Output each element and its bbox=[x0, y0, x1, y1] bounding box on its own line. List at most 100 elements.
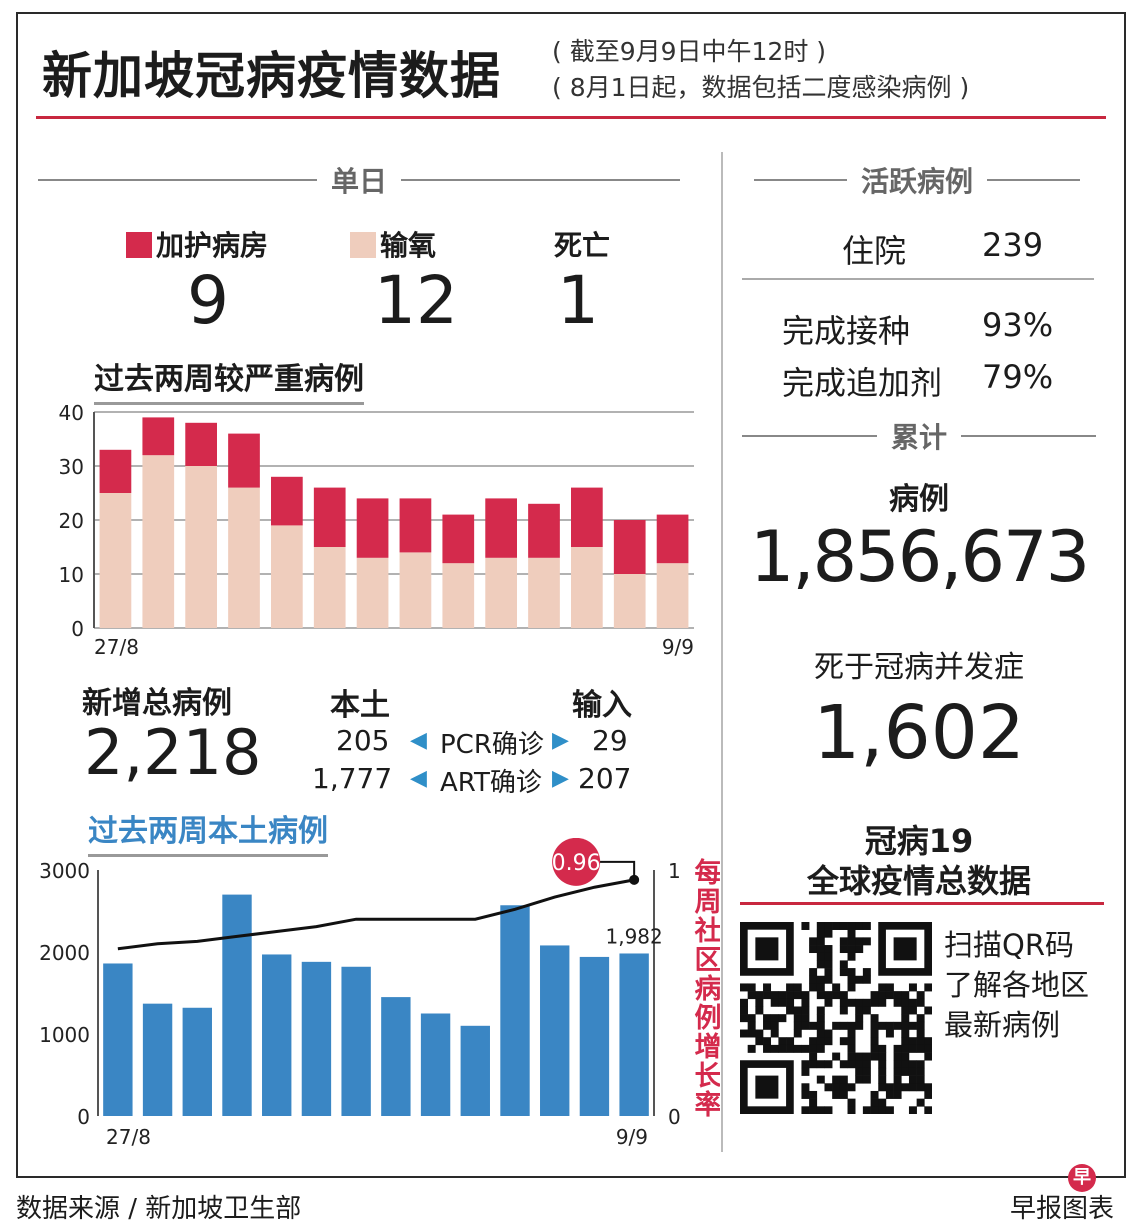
hospital-label: 住院 bbox=[842, 232, 907, 270]
qr-module bbox=[847, 937, 856, 946]
qr-module bbox=[816, 1075, 825, 1084]
qr-module bbox=[824, 960, 833, 969]
qr-module bbox=[893, 1083, 902, 1092]
qr-module bbox=[824, 1029, 833, 1038]
qr-module bbox=[862, 1067, 871, 1076]
qr-module bbox=[893, 1060, 902, 1069]
qr-module bbox=[885, 983, 894, 992]
growth-rate-point bbox=[629, 874, 640, 885]
qr-module bbox=[870, 1090, 879, 1099]
qr-module bbox=[870, 1014, 879, 1023]
bar-segment bbox=[485, 498, 517, 558]
qr-module bbox=[847, 922, 856, 930]
qr-module bbox=[824, 975, 833, 984]
qr-module bbox=[847, 929, 856, 938]
qr-module bbox=[809, 1060, 818, 1069]
qr-module bbox=[824, 1037, 833, 1046]
qr-module bbox=[793, 983, 802, 992]
new-cases-label: 新增总病例 bbox=[82, 686, 232, 721]
qr-module bbox=[847, 1037, 856, 1046]
bar-segment bbox=[656, 563, 689, 628]
qr-module bbox=[847, 983, 856, 992]
subtitle-date: ( 截至9月9日中午12时 ) bbox=[552, 37, 827, 66]
qr-module bbox=[908, 1075, 917, 1084]
bar bbox=[142, 1003, 173, 1116]
qr-module bbox=[770, 1044, 779, 1053]
qr-module bbox=[778, 1014, 787, 1023]
qr-module bbox=[740, 1014, 748, 1023]
qr-module bbox=[862, 937, 871, 946]
qr-module bbox=[878, 1052, 887, 1061]
right-arrow-icon: ▶ bbox=[552, 728, 569, 753]
y-tick-label: 1000 bbox=[39, 1023, 90, 1047]
qr-module bbox=[740, 983, 748, 992]
qr-module bbox=[870, 991, 879, 1000]
bar bbox=[341, 966, 371, 1116]
qr-module bbox=[755, 1006, 764, 1015]
qr-module bbox=[847, 1083, 856, 1092]
qr-module bbox=[855, 975, 864, 984]
qr-module bbox=[763, 1021, 772, 1030]
qr-module bbox=[924, 1006, 932, 1015]
qr-module bbox=[816, 1006, 825, 1015]
qr-module bbox=[770, 991, 779, 1000]
qr-module bbox=[778, 1044, 787, 1053]
qr-module bbox=[855, 1052, 864, 1061]
deaths-label: 死亡 bbox=[554, 229, 611, 262]
local-chart-title: 过去两周本土病例 bbox=[88, 806, 328, 857]
qr-module bbox=[855, 1075, 864, 1084]
qr-module bbox=[786, 1006, 795, 1015]
qr-module bbox=[763, 1014, 772, 1023]
bar-segment bbox=[271, 525, 303, 628]
qr-module bbox=[855, 922, 864, 930]
qr-module bbox=[847, 1098, 856, 1107]
qr-module bbox=[747, 1021, 756, 1030]
pcr-label: PCR确诊 bbox=[440, 730, 544, 760]
qr-code[interactable] bbox=[740, 922, 932, 1114]
qr-module bbox=[816, 975, 825, 984]
qr-module bbox=[816, 1029, 825, 1038]
growth-rate-line bbox=[117, 878, 635, 951]
qr-module bbox=[893, 1044, 902, 1053]
active-section-header: 活跃病例 bbox=[754, 160, 1081, 200]
qr-module bbox=[801, 1014, 810, 1023]
qr-module bbox=[809, 945, 818, 954]
bar bbox=[540, 945, 570, 1116]
oxygen-legend: 输氧 bbox=[350, 224, 436, 264]
qr-finder-core bbox=[755, 937, 779, 961]
qr-module bbox=[816, 1044, 825, 1053]
qr-module bbox=[839, 1060, 848, 1069]
x-tick-label: 27/8 bbox=[106, 1125, 151, 1148]
right-arrow-icon: ▶ bbox=[552, 766, 569, 791]
icu-swatch bbox=[126, 232, 152, 258]
bar-segment bbox=[399, 552, 432, 628]
qr-module bbox=[908, 1083, 917, 1092]
qr-module bbox=[855, 1006, 864, 1015]
secondary-tick-label: 1 bbox=[668, 859, 681, 883]
qr-module bbox=[786, 983, 795, 992]
qr-module bbox=[901, 1052, 910, 1061]
qr-module bbox=[924, 1090, 932, 1099]
qr-module bbox=[878, 1060, 887, 1069]
qr-finder-core bbox=[755, 1075, 779, 1099]
qr-module bbox=[870, 998, 879, 1007]
qr-module bbox=[924, 1037, 932, 1046]
qr-module bbox=[862, 1052, 871, 1061]
qr-module bbox=[901, 991, 910, 1000]
qr-module bbox=[916, 1044, 925, 1053]
qr-module bbox=[893, 1021, 902, 1030]
secondary-axis-label-char: 例 bbox=[695, 1003, 721, 1034]
secondary-axis-label-char: 长 bbox=[695, 1061, 721, 1092]
subtitle-note: ( 8月1日起，数据包括二度感染病例 ) bbox=[552, 73, 970, 102]
qr-module bbox=[832, 991, 841, 1000]
bar bbox=[579, 956, 610, 1116]
qr-text-line3: 最新病例 bbox=[944, 1008, 1061, 1042]
qr-module bbox=[778, 991, 787, 1000]
bar bbox=[420, 1013, 451, 1116]
y-tick-label: 0 bbox=[71, 617, 84, 641]
y-tick-label: 0 bbox=[77, 1105, 90, 1129]
qr-module bbox=[839, 1006, 848, 1015]
qr-module bbox=[847, 1106, 856, 1114]
qr-module bbox=[747, 991, 756, 1000]
qr-module bbox=[901, 1029, 910, 1038]
